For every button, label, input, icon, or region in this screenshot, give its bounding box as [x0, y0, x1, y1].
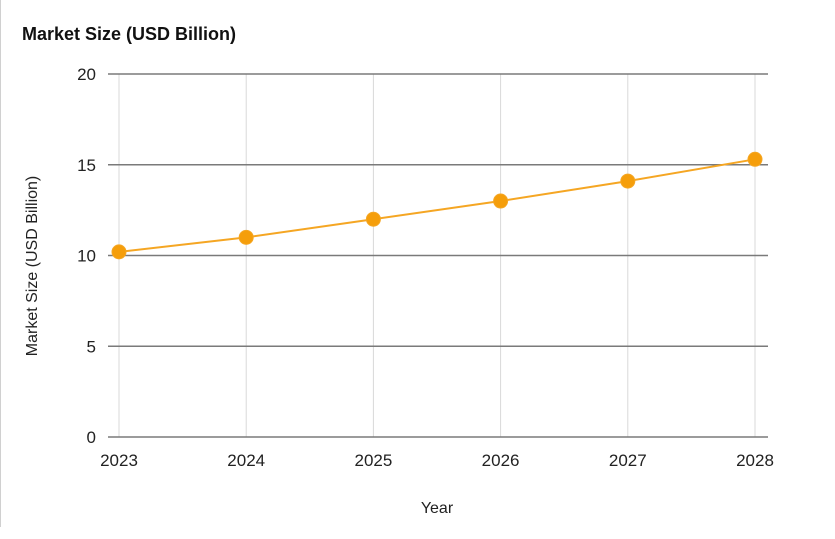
y-tick-label: 15	[77, 156, 96, 175]
data-point[interactable]	[493, 193, 509, 209]
chart-frame	[0, 0, 1, 527]
x-tick-labels: 2023 2024 2025 2026 2027 2028	[100, 451, 774, 470]
y-tick-label: 10	[77, 247, 96, 266]
x-tick-label: 2023	[100, 451, 138, 470]
x-tick-label: 2025	[354, 451, 392, 470]
data-point[interactable]	[365, 211, 381, 227]
chart-title: Market Size (USD Billion)	[22, 24, 237, 44]
x-tick-label: 2026	[482, 451, 520, 470]
x-axis-label: Year	[421, 500, 454, 517]
x-tick-label: 2028	[736, 451, 774, 470]
series-line	[118, 158, 756, 253]
data-point[interactable]	[747, 151, 763, 167]
data-point[interactable]	[238, 229, 254, 245]
y-tick-label: 5	[87, 337, 96, 356]
y-axis-label: Market Size (USD Billion)	[24, 176, 41, 356]
data-point[interactable]	[620, 173, 636, 189]
x-tick-label: 2027	[609, 451, 647, 470]
data-point[interactable]	[111, 244, 127, 260]
y-tick-label: 20	[77, 65, 96, 84]
y-tick-labels: 0 5 10 15 20	[77, 65, 96, 447]
series-layer	[111, 151, 763, 260]
x-tick-label: 2024	[227, 451, 265, 470]
horizontal-gridlines	[108, 73, 768, 438]
y-tick-label: 0	[87, 428, 96, 447]
